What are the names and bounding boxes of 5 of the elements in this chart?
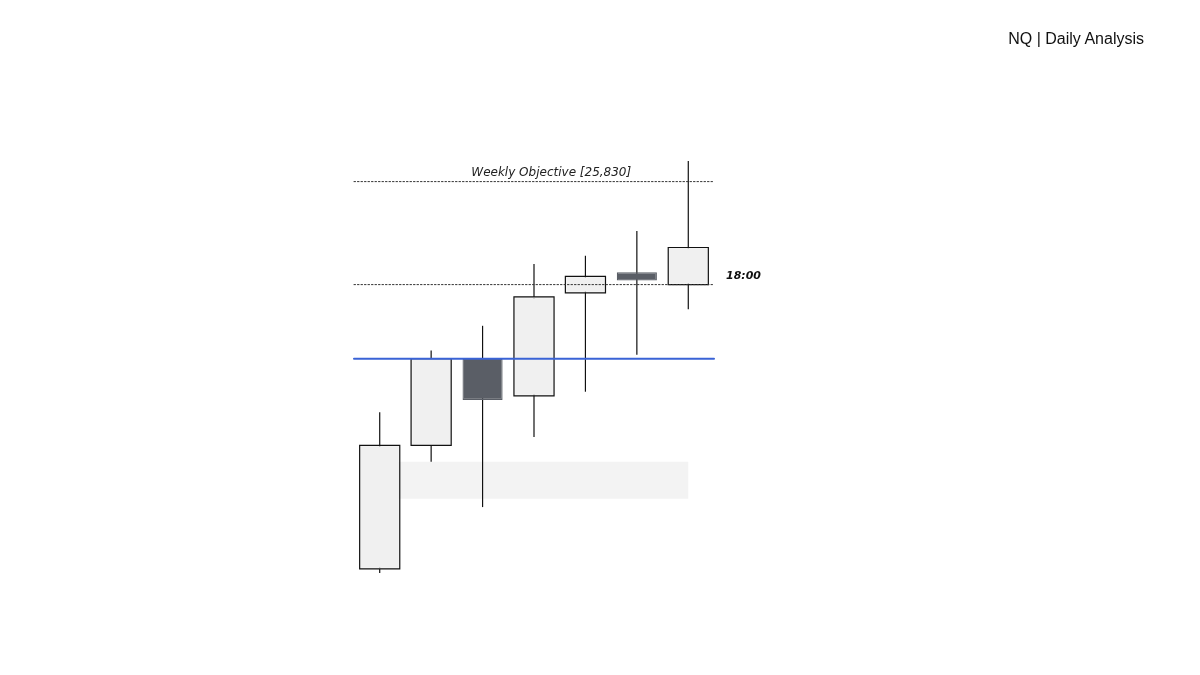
ref-line-label: Weekly Objective [25,830] [471, 164, 632, 179]
candlestick [616, 230, 657, 356]
candlestick [564, 255, 607, 393]
text: NQ | Daily Analysis [1008, 30, 1144, 48]
text: 18:00 [726, 268, 762, 282]
